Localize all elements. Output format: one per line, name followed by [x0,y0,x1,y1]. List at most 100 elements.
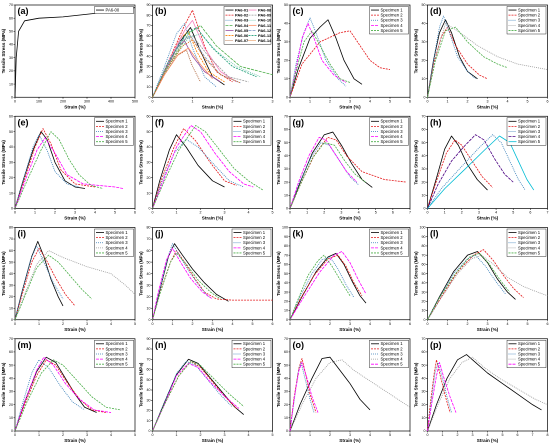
x-tick-label: 2 [192,322,194,326]
x-axis-label: Strain (%) [477,216,499,221]
x-tick-label: 4 [507,322,509,326]
legend-label: Specimen 4 [381,23,404,28]
x-tick-label: 1 [306,211,308,215]
x-axis-label: Strain (%) [477,327,499,332]
x-axis-label: Strain (%) [477,438,499,443]
y-axis-label: Tensile Stress (MPa) [139,362,144,407]
legend-label: Specimen 2 [518,124,541,129]
legend-box [94,6,134,14]
legend-label: Specimen 1 [243,341,266,346]
x-tick-label: 8 [547,433,549,437]
y-axis-label: Tensile Stress (MPa) [276,140,281,185]
y-tick-label: 40 [147,145,151,149]
y-tick-label: 10 [147,419,151,423]
legend-label: Specimen 5 [381,139,404,144]
y-tick-label: 30 [284,40,288,44]
y-tick-label: 30 [284,290,288,294]
legend-label: Specimen 4 [381,134,404,139]
x-tick-label: 2 [54,211,56,215]
y-tick-label: 30 [9,390,13,394]
legend-label: Specimen 2 [518,235,541,240]
y-axis-label: Tensile Stress (MPa) [414,140,419,185]
y-tick-label: 60 [284,263,288,267]
x-tick-label: 5 [527,322,529,326]
series-line [427,23,548,98]
y-tick-label: 10 [9,416,13,420]
panel-label: (j) [155,229,164,239]
series-line [427,135,535,209]
x-tick-label: 1 [192,99,194,103]
y-tick-label: 10 [284,416,288,420]
x-tick-label: 1 [309,99,311,103]
legend-label: Specimen 1 [381,230,404,235]
y-tick-label: 40 [422,376,426,380]
legend-label: Specimen 2 [381,124,404,129]
y-tick-label: 40 [284,281,288,285]
x-tick-label: 6 [547,322,549,326]
y-tick-label: 0 [11,207,13,211]
x-tick-label: 5 [134,322,136,326]
series-line [152,27,257,98]
legend-label: Specimen 2 [106,124,129,129]
series-line [152,35,241,98]
series-line [152,128,237,209]
y-tick-label: 20 [9,295,13,299]
y-tick-label: 10 [284,77,288,81]
series-line [289,136,358,209]
legend-label: Specimen 1 [381,7,404,12]
series-line [152,243,209,320]
legend-label: Specimen 3 [518,351,541,356]
x-tick-label: 4 [248,433,250,437]
y-tick-label: 70 [284,114,288,118]
series-line [14,359,107,432]
legend-label: Specimen 3 [106,129,129,134]
x-tick-label: 3 [74,211,76,215]
legend-label: Specimen 4 [106,357,129,362]
x-tick-label: 2 [329,433,331,437]
y-tick-label: 80 [147,13,151,17]
x-tick-label: 1 [442,433,444,437]
y-tick-label: 0 [286,429,288,433]
y-tick-label: 50 [284,272,288,276]
y-tick-label: 20 [147,295,151,299]
y-tick-label: 10 [422,194,426,198]
panel-p: 0 1 2 3 4 5 6 7 8 0 10 20 30 40 50 60 70 Strain (%) Tensil… [414,337,549,443]
x-tick-label: 0 [14,322,16,326]
series-line [152,31,225,98]
y-tick-label: 70 [284,337,288,341]
y-tick-label: 50 [422,3,426,7]
panel-label: (d) [430,6,442,16]
series-line [289,142,359,209]
x-tick-label: 1 [172,322,174,326]
y-axis-label: Tensile Stress (MPa) [139,28,144,73]
panel-label: (i) [18,229,27,239]
legend-label: PA6-01 [235,7,249,12]
series-line [152,125,264,209]
y-axis-label: Tensile Stress (MPa) [1,140,6,185]
legend-label: Specimen 2 [518,346,541,351]
x-tick-label: 0 [427,99,429,103]
x-tick-label: 2 [457,433,459,437]
x-tick-label: 5 [512,211,514,215]
x-tick-label: 5 [502,433,504,437]
x-tick-label: 400 [108,99,114,103]
y-tick-label: 80 [9,226,13,230]
x-tick-label: 6 [409,99,411,103]
x-axis-label: Strain (%) [339,216,361,221]
series-line [14,131,104,209]
panel-label: (l) [430,229,439,239]
legend-label: Specimen 2 [106,235,129,240]
legend-label: Specimen 5 [243,362,266,367]
legend-label: Specimen 4 [381,357,404,362]
legend-label: PA6-04 [235,23,249,28]
series-line [289,256,355,320]
legend-label: Specimen 4 [106,245,129,250]
y-tick-label: 0 [286,318,288,322]
y-tick-label: 40 [422,154,426,158]
y-tick-label: 20 [9,176,13,180]
x-tick-label: 3 [86,433,88,437]
